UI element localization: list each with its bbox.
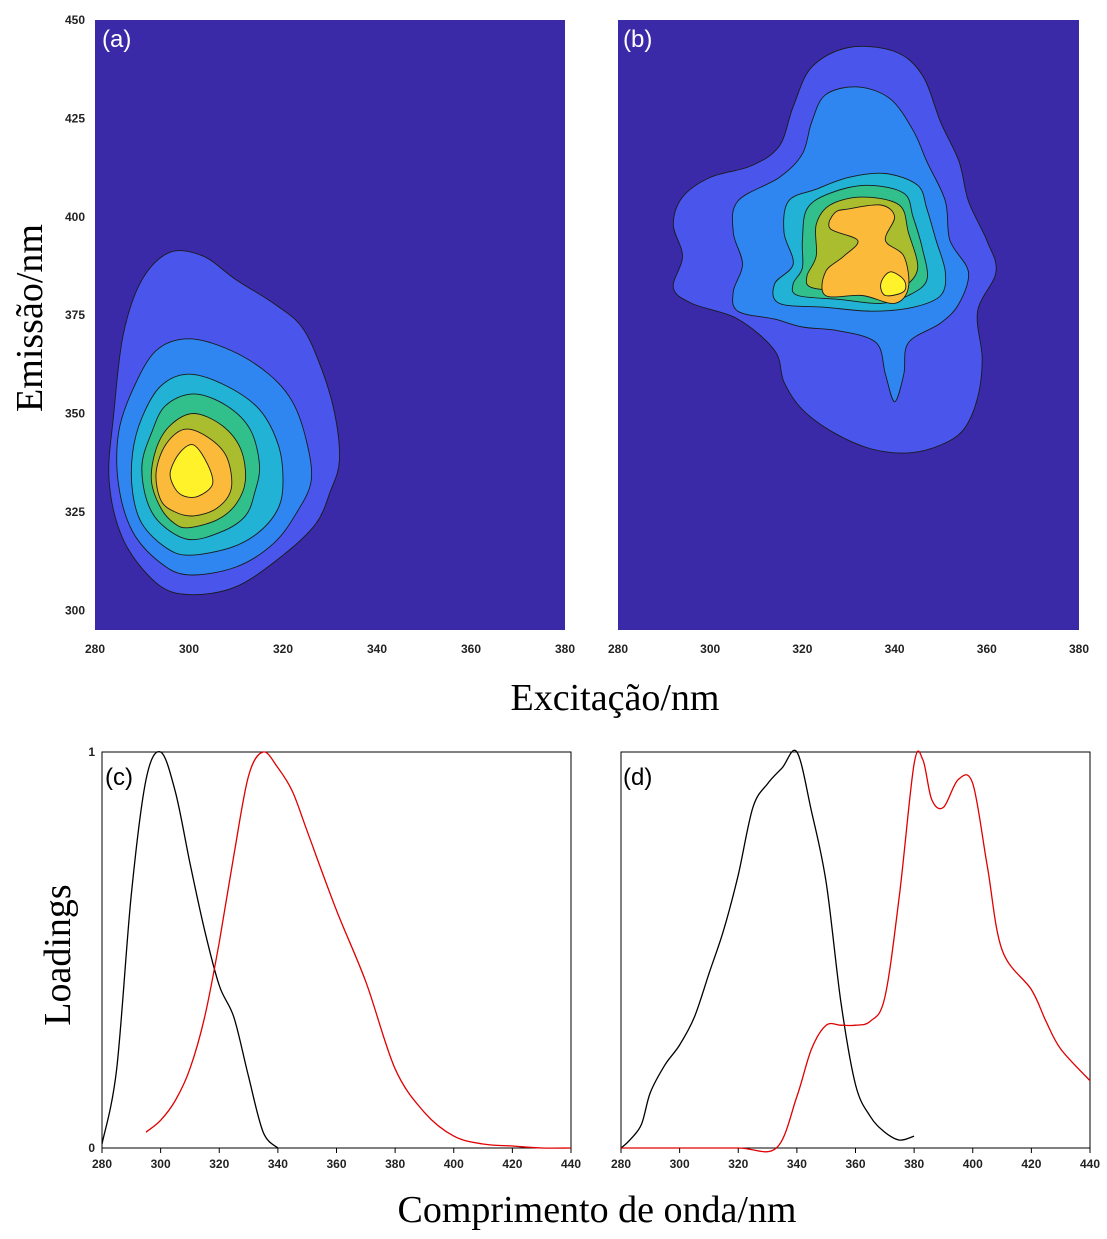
y-ticks-c: 01 bbox=[88, 745, 95, 1155]
x-tick-label: 280 bbox=[85, 642, 105, 656]
x-tick-label: 380 bbox=[385, 1157, 405, 1171]
panel-d: (d) 280 300 320 340 360 380 400 420 440 bbox=[611, 749, 1100, 1171]
x-tick-label: 300 bbox=[700, 642, 720, 656]
contour-level-7-a bbox=[169, 444, 214, 498]
top-y-axis-title: Emissão/nm bbox=[9, 224, 51, 412]
x-tick-label: 300 bbox=[151, 1157, 171, 1171]
y-ticks-a: 300 325 350 375 400 425 450 bbox=[65, 13, 85, 617]
x-tick-label: 360 bbox=[845, 1157, 865, 1171]
x-tick-label: 440 bbox=[561, 1157, 581, 1171]
x-tick-label: 320 bbox=[273, 642, 293, 656]
panel-b: (b) 280 300 320 340 360 380 bbox=[608, 20, 1089, 656]
x-ticks-a: 280 300 320 340 360 380 bbox=[85, 642, 575, 656]
plot-frame-d bbox=[620, 751, 1091, 1149]
panel-c: (c) 280 300 320 340 360 380 400 420 440 01 bbox=[88, 745, 581, 1171]
panel-label-c: (c) bbox=[105, 764, 133, 791]
x-tick-label: 400 bbox=[963, 1157, 983, 1171]
plot-frame-c bbox=[101, 751, 572, 1149]
x-tick-label: 320 bbox=[209, 1157, 229, 1171]
y-tick-label: 450 bbox=[65, 13, 85, 27]
bottom-x-axis-title: Comprimento de onda/nm bbox=[398, 1189, 797, 1231]
contour-plot-a bbox=[95, 20, 565, 630]
y-tick-label: 375 bbox=[65, 308, 85, 322]
x-tick-label: 320 bbox=[792, 642, 812, 656]
series-line-emission-d bbox=[621, 750, 1091, 1153]
x-tick-label: 340 bbox=[787, 1157, 807, 1171]
line-plot-c bbox=[101, 751, 572, 1149]
y-tick-label: 350 bbox=[65, 407, 85, 421]
y-tick-label: 425 bbox=[65, 111, 85, 125]
series-line-excitation-d bbox=[620, 749, 915, 1149]
bottom-y-axis-title: Loadings bbox=[37, 884, 79, 1025]
x-tick-label: 380 bbox=[904, 1157, 924, 1171]
line-plot-d bbox=[620, 749, 1091, 1153]
panel-label-d: (d) bbox=[623, 764, 652, 791]
y-tick-label: 325 bbox=[65, 505, 85, 519]
x-tick-label: 300 bbox=[179, 642, 199, 656]
x-tick-label: 280 bbox=[611, 1157, 631, 1171]
top-x-axis-title: Excitação/nm bbox=[511, 677, 720, 719]
x-tick-label: 400 bbox=[444, 1157, 464, 1171]
x-ticks-d: 280 300 320 340 360 380 400 420 440 bbox=[611, 1148, 1100, 1171]
x-tick-label: 300 bbox=[670, 1157, 690, 1171]
x-tick-label: 340 bbox=[367, 642, 387, 656]
x-tick-label: 280 bbox=[92, 1157, 112, 1171]
x-tick-label: 340 bbox=[885, 642, 905, 656]
x-tick-label: 440 bbox=[1080, 1157, 1100, 1171]
x-tick-label: 420 bbox=[502, 1157, 522, 1171]
y-tick-label: 0 bbox=[88, 1141, 95, 1155]
x-tick-label: 380 bbox=[555, 642, 575, 656]
y-tick-label: 400 bbox=[65, 210, 85, 224]
panel-label-a: (a) bbox=[102, 26, 131, 53]
x-tick-label: 280 bbox=[608, 642, 628, 656]
x-tick-label: 380 bbox=[1069, 642, 1089, 656]
y-tick-label: 300 bbox=[65, 603, 85, 617]
x-tick-label: 320 bbox=[728, 1157, 748, 1171]
panel-a: (a) 280 300 320 340 360 380 300 325 350 375 400 42… bbox=[65, 13, 575, 656]
x-tick-label: 360 bbox=[326, 1157, 346, 1171]
series-line-emission-c bbox=[145, 751, 572, 1149]
x-tick-label: 360 bbox=[461, 642, 481, 656]
contour-plot-b bbox=[618, 20, 1079, 630]
y-tick-label: 1 bbox=[88, 745, 95, 759]
x-ticks-b: 280 300 320 340 360 380 bbox=[608, 642, 1089, 656]
panel-label-b: (b) bbox=[623, 26, 652, 53]
x-ticks-c: 280 300 320 340 360 380 400 420 440 bbox=[92, 1148, 581, 1171]
x-tick-label: 360 bbox=[977, 642, 997, 656]
contour-level-7-b bbox=[880, 271, 907, 297]
series-line-excitation-c bbox=[101, 751, 279, 1149]
x-tick-label: 340 bbox=[268, 1157, 288, 1171]
x-tick-label: 420 bbox=[1021, 1157, 1041, 1171]
